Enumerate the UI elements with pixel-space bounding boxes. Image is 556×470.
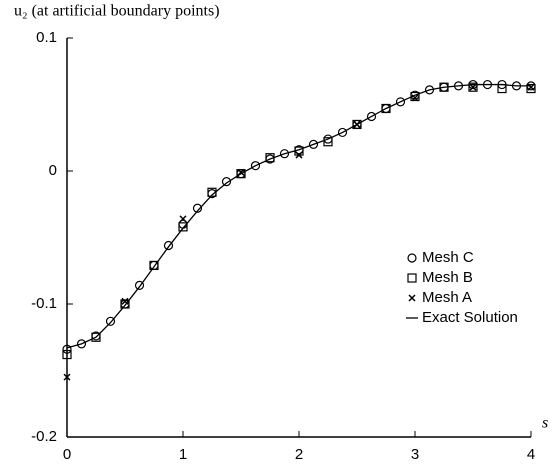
- marker-square: [468, 82, 478, 92]
- marker-square: [62, 349, 72, 360]
- y-tick-label: -0.1: [31, 295, 57, 312]
- exact-line: [66, 83, 531, 349]
- marker-square: [91, 332, 101, 342]
- marker-circle: [250, 161, 261, 171]
- marker-circle: [407, 253, 417, 263]
- marker-square: [526, 83, 536, 94]
- marker-circle: [134, 280, 145, 290]
- marker-square: [236, 169, 246, 179]
- x-tick-label: 2: [295, 446, 303, 463]
- marker-square: [352, 119, 362, 130]
- marker-circle: [337, 127, 348, 138]
- marker-cross: [63, 373, 71, 381]
- y-tick-label: 0.1: [36, 29, 57, 46]
- marker-circle: [62, 344, 72, 354]
- marker-square: [407, 273, 417, 283]
- y-tick-label: 0: [49, 162, 57, 179]
- marker-square: [120, 299, 130, 309]
- marker-circle: [192, 203, 203, 213]
- marker-square: [149, 260, 159, 271]
- legend-label: Mesh A: [422, 289, 472, 306]
- x-axis-label: s: [542, 415, 548, 432]
- x-tick-label: 1: [179, 446, 187, 463]
- x-tick-label: 0: [63, 446, 71, 463]
- marker-cross: [527, 83, 535, 91]
- legend-label: Exact Solution: [422, 309, 518, 326]
- x-tick-label: 3: [411, 446, 419, 463]
- marker-circle: [424, 85, 435, 95]
- legend-label: Mesh C: [422, 249, 474, 266]
- x-tick-label: 4: [527, 446, 535, 463]
- y-axis-label: u₂ (at artificial boundary points): [14, 3, 220, 20]
- marker-cross: [295, 151, 303, 159]
- marker-circle: [221, 177, 232, 187]
- marker-circle: [366, 111, 377, 122]
- marker-cross: [408, 294, 416, 302]
- marker-square: [178, 222, 188, 232]
- marker-circle: [308, 139, 319, 149]
- marker-square: [381, 103, 391, 114]
- marker-circle: [395, 97, 406, 107]
- marker-circle: [163, 240, 174, 251]
- legend-label: Mesh B: [422, 269, 473, 286]
- marker-circle: [279, 149, 290, 159]
- marker-circle: [105, 316, 116, 326]
- marker-cross: [179, 215, 187, 223]
- marker-circle: [76, 339, 87, 349]
- y-tick-label: -0.2: [31, 428, 57, 445]
- marker-square: [323, 137, 333, 147]
